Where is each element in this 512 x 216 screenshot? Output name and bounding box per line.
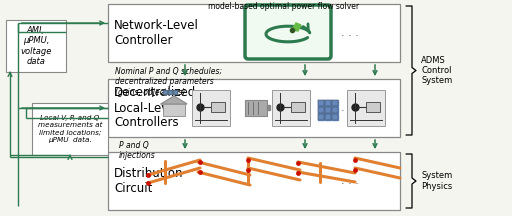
Bar [108, 79, 400, 137]
Polygon shape [325, 114, 331, 120]
Text: . . .: . . . [341, 103, 359, 113]
Bar [245, 100, 267, 116]
Bar [32, 103, 108, 155]
Polygon shape [168, 90, 172, 94]
Text: System
Physics: System Physics [421, 171, 452, 191]
Text: . . .: . . . [341, 176, 359, 186]
Polygon shape [325, 107, 331, 113]
Text: Network-Level
Controller: Network-Level Controller [114, 19, 199, 47]
Text: Local V, P, and Q
measurements at
limited locations;
μPMU  data.: Local V, P, and Q measurements at limite… [38, 115, 102, 143]
Bar [6, 20, 66, 72]
Text: Decentralized
Local-Level
Controllers: Decentralized Local-Level Controllers [114, 86, 196, 130]
Polygon shape [161, 96, 187, 104]
Polygon shape [332, 114, 338, 120]
Polygon shape [318, 114, 324, 120]
Bar [108, 4, 400, 62]
Bar [163, 104, 185, 116]
Polygon shape [318, 107, 324, 113]
Bar [211, 102, 225, 112]
Polygon shape [173, 90, 177, 94]
Bar [347, 90, 385, 126]
Bar [108, 152, 400, 210]
Text: AMI,
μPMU,
voltage
data: AMI, μPMU, voltage data [20, 26, 52, 66]
Text: Nominal P and Q schedules;
decentralized parameters
(gains, objectives): Nominal P and Q schedules; decentralized… [115, 67, 222, 97]
Polygon shape [332, 100, 338, 106]
FancyBboxPatch shape [245, 5, 331, 59]
Polygon shape [267, 105, 270, 110]
Polygon shape [163, 90, 167, 94]
Polygon shape [292, 23, 301, 31]
Text: Distribution
Circuit: Distribution Circuit [114, 167, 183, 195]
Bar [366, 102, 380, 112]
Text: P and Q
injections: P and Q injections [119, 141, 156, 160]
Polygon shape [318, 100, 324, 106]
Text: ADMS
Control
System: ADMS Control System [421, 56, 452, 85]
Text: model-based optimal power flow solver: model-based optimal power flow solver [208, 2, 359, 11]
Polygon shape [325, 100, 331, 106]
Text: . . .: . . . [341, 28, 359, 38]
Bar [192, 90, 230, 126]
Bar [291, 102, 305, 112]
Polygon shape [332, 107, 338, 113]
Bar [272, 90, 310, 126]
